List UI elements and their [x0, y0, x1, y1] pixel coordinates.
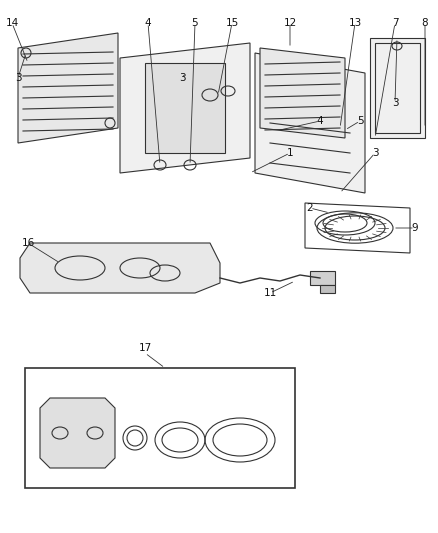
Text: 5: 5 — [192, 18, 198, 28]
Text: 12: 12 — [283, 18, 297, 28]
Bar — [370, 38, 425, 138]
Polygon shape — [40, 398, 115, 468]
Text: 17: 17 — [138, 343, 152, 353]
Bar — [145, 63, 225, 153]
Text: 1: 1 — [287, 148, 293, 158]
Polygon shape — [260, 48, 345, 138]
Text: 4: 4 — [317, 116, 323, 126]
Bar — [310, 271, 335, 285]
Text: 3: 3 — [179, 73, 185, 83]
Bar — [375, 43, 420, 133]
Text: 16: 16 — [21, 238, 35, 248]
Text: 9: 9 — [412, 223, 418, 233]
Bar — [25, 368, 295, 488]
Polygon shape — [18, 33, 118, 143]
Text: 13: 13 — [348, 18, 362, 28]
Text: 3: 3 — [15, 73, 21, 83]
Bar — [320, 285, 335, 293]
Text: 11: 11 — [263, 288, 277, 298]
Text: 4: 4 — [145, 18, 151, 28]
Text: 3: 3 — [372, 148, 378, 158]
Text: 14: 14 — [5, 18, 19, 28]
Text: 2: 2 — [307, 203, 313, 213]
Polygon shape — [255, 53, 365, 193]
Polygon shape — [20, 243, 220, 293]
Polygon shape — [120, 43, 250, 173]
Text: 5: 5 — [357, 116, 363, 126]
Text: 8: 8 — [422, 18, 428, 28]
Text: 7: 7 — [392, 18, 398, 28]
Text: 15: 15 — [226, 18, 239, 28]
Text: 3: 3 — [392, 98, 398, 108]
